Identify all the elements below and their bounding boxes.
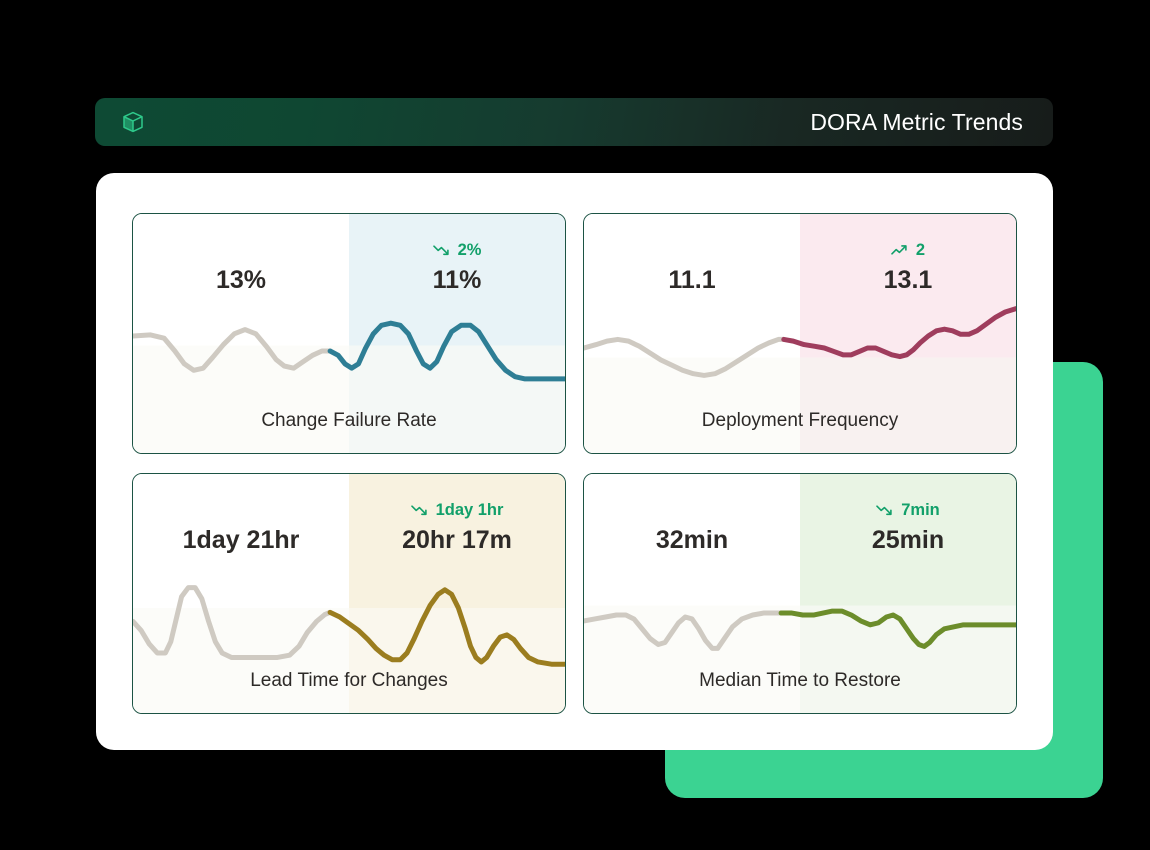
card-half-current bbox=[800, 214, 1016, 453]
sparkline-past-segment bbox=[133, 588, 330, 658]
sparkline-lead-time-for-changes bbox=[133, 556, 565, 680]
card-half-past bbox=[584, 474, 800, 713]
previous-value: 13% bbox=[215, 266, 267, 294]
sparkline-deployment-frequency bbox=[584, 288, 1016, 408]
card-content: 13% 2% 11% bbox=[133, 214, 565, 453]
card-past-column: 1day 21hr bbox=[133, 474, 349, 713]
card-label: Change Failure Rate bbox=[261, 410, 437, 431]
delta-indicator: 7min bbox=[876, 500, 940, 520]
delta-value: 7min bbox=[901, 500, 940, 519]
previous-value: 1day 21hr bbox=[182, 526, 300, 554]
card-half-current bbox=[349, 214, 565, 453]
sparkline-median-time-to-restore bbox=[584, 562, 1016, 670]
card-values-row: 1day 21hr 1day 1hr 20hr 17m bbox=[133, 474, 565, 713]
current-value: 11% bbox=[432, 266, 482, 294]
card-half-past bbox=[584, 214, 800, 453]
metric-card-lead-time-for-changes[interactable]: 1day 21hr 1day 1hr 20hr 17m bbox=[132, 473, 566, 714]
card-content: 11.1 2 13.1 bbox=[584, 214, 1016, 453]
delta-indicator: 2 bbox=[891, 240, 925, 260]
card-half-past bbox=[133, 474, 349, 713]
trend-down-icon bbox=[876, 504, 892, 515]
previous-value: 32min bbox=[655, 526, 729, 554]
delta-value: 2 bbox=[915, 240, 926, 259]
card-background-halves bbox=[133, 474, 565, 713]
metric-card-change-failure-rate[interactable]: 13% 2% 11% bbox=[132, 213, 566, 454]
card-label: Deployment Frequency bbox=[701, 410, 899, 431]
app-header-bar: DORA Metric Trends bbox=[95, 98, 1053, 146]
delta-indicator: 2% bbox=[432, 240, 482, 260]
current-value: 25min bbox=[871, 526, 945, 554]
current-value: 20hr 17m bbox=[402, 526, 512, 554]
delta-value: 1day 1hr bbox=[435, 500, 504, 519]
card-content: 1day 21hr 1day 1hr 20hr 17m bbox=[133, 474, 565, 713]
previous-value: 11.1 bbox=[668, 266, 716, 294]
dashboard-panel: 13% 2% 11% bbox=[96, 173, 1053, 750]
sparkline-current-segment bbox=[781, 611, 1016, 646]
card-background-halves bbox=[584, 474, 1016, 713]
card-content: 32min 7min 25min bbox=[584, 474, 1016, 713]
sparkline-past-segment bbox=[133, 330, 330, 371]
sparkline-change-failure-rate bbox=[133, 276, 565, 426]
card-values-row: 32min 7min 25min bbox=[584, 474, 1016, 713]
card-current-column: 7min 25min bbox=[800, 474, 1016, 713]
card-values-row: 13% 2% 11% bbox=[133, 214, 565, 453]
sparkline-current-segment bbox=[784, 309, 1016, 357]
sparkline-current-segment bbox=[330, 590, 565, 664]
sparkline-past-segment bbox=[584, 613, 781, 648]
card-half-current bbox=[349, 474, 565, 713]
metric-card-grid: 13% 2% 11% bbox=[132, 213, 1017, 714]
page-title: DORA Metric Trends bbox=[810, 108, 1023, 135]
card-label: Median Time to Restore bbox=[699, 670, 901, 691]
trend-up-icon bbox=[891, 244, 907, 255]
card-half-current bbox=[800, 474, 1016, 713]
card-current-column: 1day 1hr 20hr 17m bbox=[349, 474, 565, 713]
trend-down-icon bbox=[432, 244, 449, 255]
cube-icon bbox=[123, 111, 143, 133]
card-values-row: 11.1 2 13.1 bbox=[584, 214, 1016, 453]
card-current-column: 2% 11% bbox=[349, 214, 565, 453]
delta-indicator: 1day 1hr bbox=[410, 500, 504, 520]
sparkline-past-segment bbox=[584, 339, 784, 375]
card-past-column: 11.1 bbox=[584, 214, 800, 453]
metric-card-deployment-frequency[interactable]: 11.1 2 13.1 bbox=[583, 213, 1017, 454]
card-label: Lead Time for Changes bbox=[250, 670, 448, 691]
trend-down-icon bbox=[410, 504, 427, 515]
card-background-halves bbox=[584, 214, 1016, 453]
sparkline-current-segment bbox=[330, 323, 565, 379]
card-past-column: 13% bbox=[133, 214, 349, 453]
card-current-column: 2 13.1 bbox=[800, 214, 1016, 453]
metric-card-median-time-to-restore[interactable]: 32min 7min 25min bbox=[583, 473, 1017, 714]
delta-value: 2% bbox=[457, 240, 482, 259]
card-past-column: 32min bbox=[584, 474, 800, 713]
current-value: 13.1 bbox=[883, 266, 933, 294]
